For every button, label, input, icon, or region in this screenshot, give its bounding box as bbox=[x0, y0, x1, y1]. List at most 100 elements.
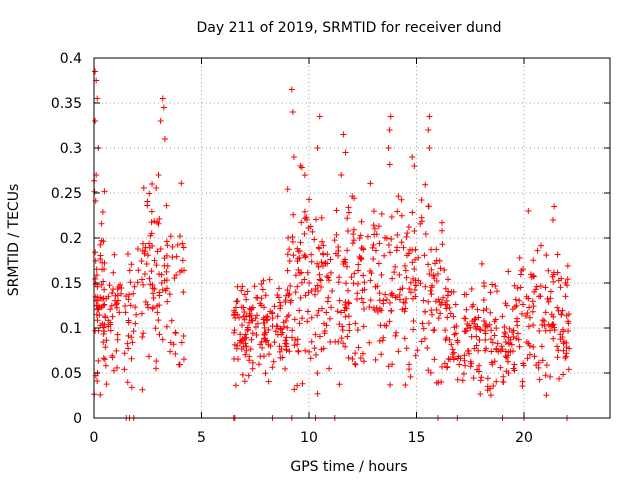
data-point bbox=[426, 271, 433, 278]
data-point bbox=[159, 336, 166, 343]
data-point bbox=[436, 257, 443, 264]
data-point bbox=[354, 290, 361, 297]
data-point bbox=[392, 332, 399, 339]
data-point bbox=[355, 261, 362, 268]
data-point bbox=[149, 242, 156, 249]
data-point bbox=[360, 272, 367, 279]
data-point bbox=[174, 241, 181, 248]
data-point bbox=[421, 308, 428, 315]
data-point bbox=[122, 309, 129, 316]
data-point bbox=[291, 342, 298, 349]
data-point bbox=[298, 269, 305, 276]
data-point bbox=[266, 276, 273, 283]
data-point bbox=[360, 306, 367, 313]
data-point bbox=[398, 196, 405, 203]
data-point bbox=[312, 331, 319, 338]
data-point bbox=[403, 345, 410, 352]
data-point bbox=[393, 247, 400, 254]
data-point bbox=[153, 184, 160, 191]
data-point bbox=[105, 323, 112, 330]
data-point bbox=[435, 315, 442, 322]
data-point bbox=[383, 296, 390, 303]
data-point bbox=[547, 373, 554, 380]
data-point bbox=[299, 380, 306, 387]
data-point bbox=[560, 371, 567, 378]
data-point bbox=[298, 164, 305, 171]
data-point bbox=[353, 296, 360, 303]
data-point bbox=[387, 113, 394, 120]
data-point bbox=[405, 223, 412, 230]
data-point bbox=[350, 226, 357, 233]
data-point bbox=[475, 314, 482, 321]
data-point bbox=[314, 260, 321, 267]
data-point bbox=[336, 274, 343, 281]
data-point bbox=[410, 326, 417, 333]
data-point bbox=[245, 372, 252, 379]
data-point bbox=[473, 342, 480, 349]
data-point bbox=[283, 340, 290, 347]
data-point bbox=[157, 246, 164, 253]
data-point bbox=[131, 283, 138, 290]
data-point bbox=[286, 258, 293, 265]
data-point bbox=[476, 326, 483, 333]
data-point bbox=[150, 295, 157, 302]
data-point bbox=[403, 233, 410, 240]
data-point bbox=[314, 312, 321, 319]
data-point bbox=[296, 270, 303, 277]
data-point bbox=[375, 223, 382, 230]
data-point bbox=[502, 353, 509, 360]
data-point bbox=[550, 217, 557, 223]
data-point bbox=[101, 188, 108, 195]
data-point bbox=[443, 305, 450, 312]
data-point bbox=[370, 208, 377, 215]
data-point bbox=[461, 352, 468, 359]
data-point bbox=[543, 362, 550, 369]
data-point bbox=[379, 337, 386, 344]
data-point bbox=[92, 68, 99, 75]
data-point bbox=[151, 257, 158, 264]
data-point bbox=[386, 127, 393, 133]
data-point bbox=[516, 343, 523, 350]
data-point bbox=[340, 131, 347, 138]
data-point bbox=[436, 299, 443, 306]
data-point bbox=[249, 365, 256, 372]
data-point bbox=[386, 161, 393, 168]
data-point bbox=[139, 386, 146, 393]
data-point bbox=[422, 231, 429, 238]
data-point bbox=[411, 266, 418, 273]
data-point bbox=[361, 286, 368, 293]
data-point bbox=[550, 335, 557, 342]
data-point bbox=[374, 283, 381, 290]
data-point bbox=[301, 276, 308, 283]
data-point bbox=[294, 255, 301, 262]
data-point bbox=[343, 263, 350, 270]
data-point bbox=[162, 287, 169, 294]
data-point bbox=[294, 283, 301, 290]
data-point bbox=[100, 278, 107, 285]
data-point bbox=[410, 275, 417, 282]
data-point bbox=[281, 365, 288, 372]
data-point bbox=[141, 270, 148, 277]
data-point bbox=[407, 373, 414, 380]
data-point bbox=[141, 250, 148, 257]
data-point bbox=[155, 317, 162, 324]
data-point bbox=[418, 218, 425, 225]
data-point bbox=[409, 295, 416, 302]
data-point bbox=[257, 300, 264, 307]
data-point bbox=[246, 319, 253, 326]
data-point bbox=[238, 304, 245, 311]
data-point bbox=[487, 309, 494, 316]
data-point bbox=[247, 346, 254, 353]
data-point bbox=[562, 280, 569, 287]
data-point bbox=[96, 312, 103, 319]
data-point bbox=[259, 344, 266, 351]
data-point bbox=[301, 230, 308, 237]
data-point bbox=[98, 220, 105, 227]
data-point bbox=[326, 315, 333, 322]
data-point bbox=[128, 384, 135, 391]
data-point bbox=[289, 327, 296, 334]
data-point bbox=[233, 304, 240, 311]
data-point bbox=[498, 343, 505, 350]
data-point bbox=[452, 301, 459, 308]
data-point bbox=[302, 292, 309, 299]
